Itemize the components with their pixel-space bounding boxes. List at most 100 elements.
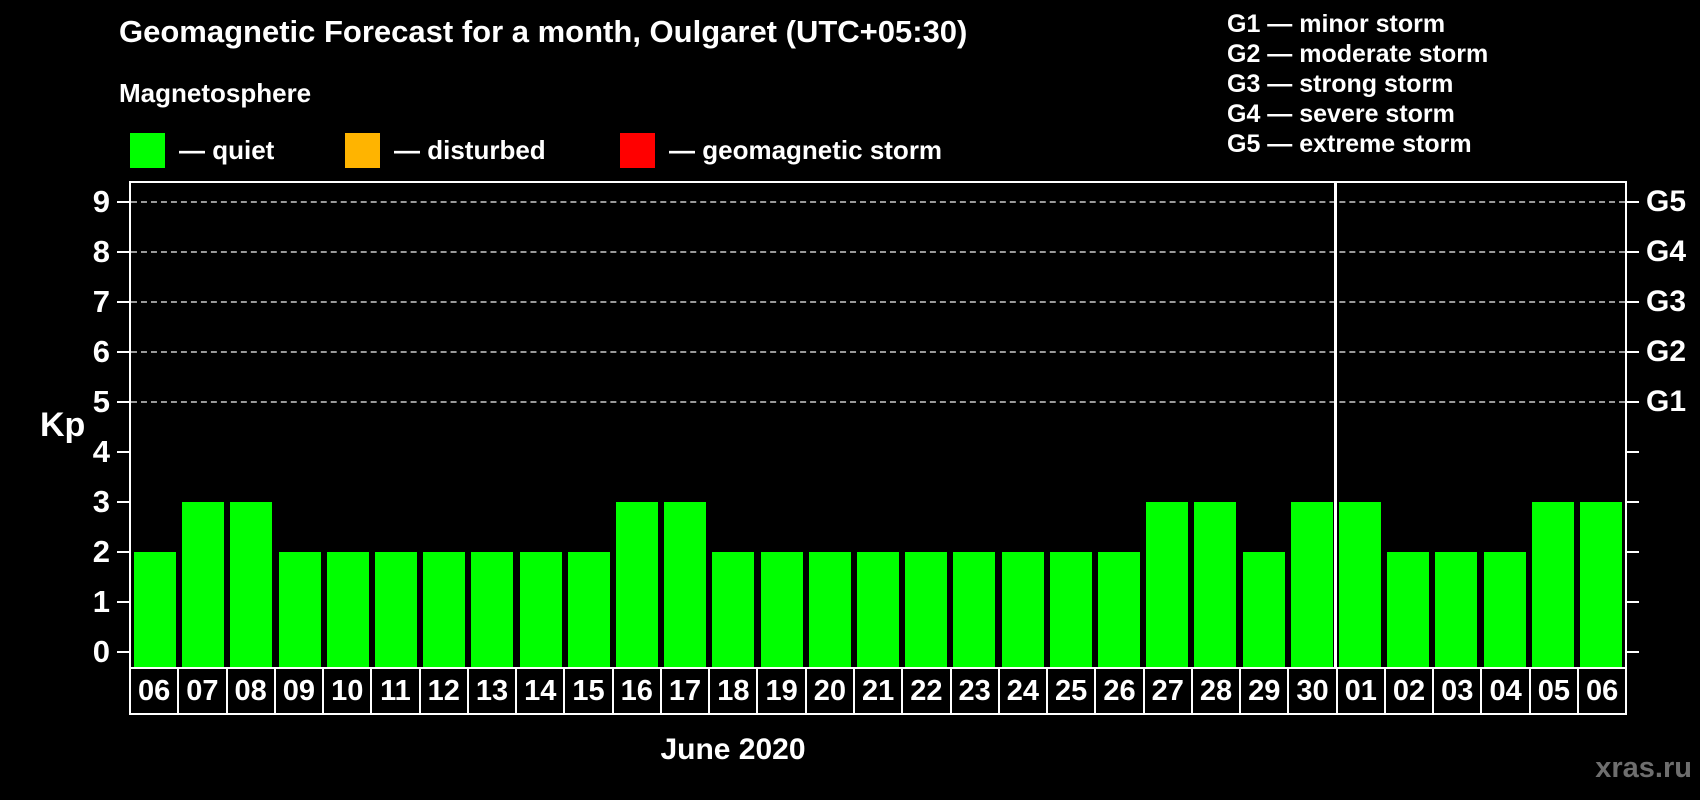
right-axis-tick — [1627, 201, 1639, 203]
kp-bar — [616, 502, 659, 667]
right-axis-tick — [1627, 301, 1639, 303]
legend-item-label: — quiet — [179, 135, 275, 165]
day-label-cell: 06 — [1585, 674, 1619, 707]
right-axis-tick — [1627, 451, 1639, 453]
kp-bar — [1338, 502, 1381, 667]
day-label-cell: 25 — [1048, 669, 1097, 713]
y-axis-tick-label: 0 — [92, 634, 110, 669]
day-label-cell: 07 — [179, 669, 228, 713]
g-scale-label: G5 — [1646, 185, 1687, 218]
g-scale-label: G1 — [1646, 385, 1687, 418]
kp-bar — [1387, 552, 1430, 667]
right-axis-tick — [1627, 601, 1639, 603]
y-axis-tick — [117, 601, 129, 603]
kp-bar — [953, 552, 996, 667]
day-label-cell: 08 — [228, 669, 276, 713]
kp-gridline — [131, 401, 1625, 403]
kp-bar — [808, 552, 851, 667]
kp-bar — [278, 552, 321, 667]
y-axis-tick-label: 5 — [92, 384, 110, 419]
day-label-cell: 15 — [565, 669, 614, 713]
kp-bar — [664, 502, 707, 667]
y-axis-tick-label: 2 — [92, 534, 110, 569]
day-label-cell: 04 — [1482, 669, 1531, 713]
y-axis-tick — [117, 201, 129, 203]
legend-item-disturbed: — disturbed — [345, 133, 546, 168]
g-scale-label: G2 — [1646, 335, 1687, 368]
day-label-cell: 26 — [1096, 669, 1145, 713]
day-label-cell: 03 — [1434, 669, 1483, 713]
disturbed-color-swatch — [345, 133, 380, 168]
y-axis-tick-label: 8 — [92, 234, 110, 269]
y-axis-tick — [117, 451, 129, 453]
kp-bar — [1194, 502, 1237, 667]
day-label-cell: 20 — [807, 669, 855, 713]
day-label-cell: 22 — [903, 669, 952, 713]
legend-item-label: — disturbed — [394, 135, 546, 165]
day-label-cell: 23 — [952, 669, 1000, 713]
g-scale-label: G4 — [1646, 235, 1687, 268]
month-separator-line — [1334, 183, 1338, 667]
right-axis-tick — [1627, 351, 1639, 353]
right-axis-tick — [1627, 501, 1639, 503]
magnetosphere-label: Magnetosphere — [119, 78, 312, 108]
kp-bar — [567, 552, 610, 667]
day-label-cell: 01 — [1338, 669, 1386, 713]
legend-item-quiet: — quiet — [130, 133, 274, 168]
day-label-cell: 10 — [324, 669, 373, 713]
y-axis-tick-label: 7 — [92, 284, 110, 319]
y-axis-title: Kp — [40, 406, 86, 444]
g-scale-legend-line: G5 — extreme storm — [1227, 130, 1472, 158]
y-axis-tick — [117, 401, 129, 403]
day-label-cell: 09 — [276, 669, 325, 713]
y-axis-tick — [117, 551, 129, 553]
x-axis-title: June 2020 — [660, 733, 806, 766]
quiet-color-swatch — [130, 133, 165, 168]
kp-bar — [134, 552, 177, 667]
day-label-cell: 19 — [758, 669, 807, 713]
g-scale-label: G3 — [1646, 285, 1687, 318]
right-axis-tick — [1627, 251, 1639, 253]
kp-bar — [230, 502, 273, 667]
y-axis-tick — [117, 251, 129, 253]
day-label-cell: 02 — [1386, 669, 1435, 713]
day-label-cell: 05 — [1531, 669, 1579, 713]
kp-bar — [182, 502, 225, 667]
day-label-cell: 18 — [710, 669, 759, 713]
kp-bar — [1483, 552, 1526, 667]
y-axis-tick-label: 9 — [92, 184, 110, 219]
g-scale-legend: G1 — minor storm G2 — moderate storm G3 — … — [1227, 9, 1488, 159]
kp-bar — [519, 552, 562, 667]
plot-area — [129, 181, 1627, 669]
kp-bar — [1242, 552, 1285, 667]
day-label-cell: 12 — [421, 669, 469, 713]
x-axis-day-labels: 06 07 08 09 10 11 12 13 14 15 16 17 18 19 20 21 22 23 24 25… — [129, 667, 1627, 715]
g-scale-legend-line: G3 — strong storm — [1227, 70, 1454, 98]
day-label-cell: 29 — [1241, 669, 1290, 713]
watermark: xras.ru — [1595, 752, 1692, 784]
kp-bar — [905, 552, 948, 667]
kp-bar — [326, 552, 369, 667]
day-label-cell: 14 — [517, 669, 566, 713]
y-axis-tick-label: 4 — [92, 434, 110, 469]
right-axis-tick — [1627, 401, 1639, 403]
kp-bar — [471, 552, 514, 667]
legend-item-label: — geomagnetic storm — [669, 135, 943, 165]
kp-gridline — [131, 251, 1625, 253]
day-label-cell: 28 — [1193, 669, 1242, 713]
y-axis-tick-label: 3 — [92, 484, 110, 519]
kp-bar — [375, 552, 418, 667]
day-label-cell: 30 — [1289, 669, 1338, 713]
g-scale-legend-line: G2 — moderate storm — [1227, 40, 1489, 68]
y-axis-tick — [117, 351, 129, 353]
right-axis-tick — [1627, 551, 1639, 553]
kp-bar — [760, 552, 803, 667]
y-axis-tick — [117, 651, 129, 653]
kp-bar — [423, 552, 466, 667]
g-scale-legend-line: G4 — severe storm — [1227, 100, 1455, 128]
right-axis-tick — [1627, 651, 1639, 653]
y-axis-tick-label: 6 — [92, 334, 110, 369]
kp-gridline — [131, 351, 1625, 353]
y-axis-tick — [117, 301, 129, 303]
